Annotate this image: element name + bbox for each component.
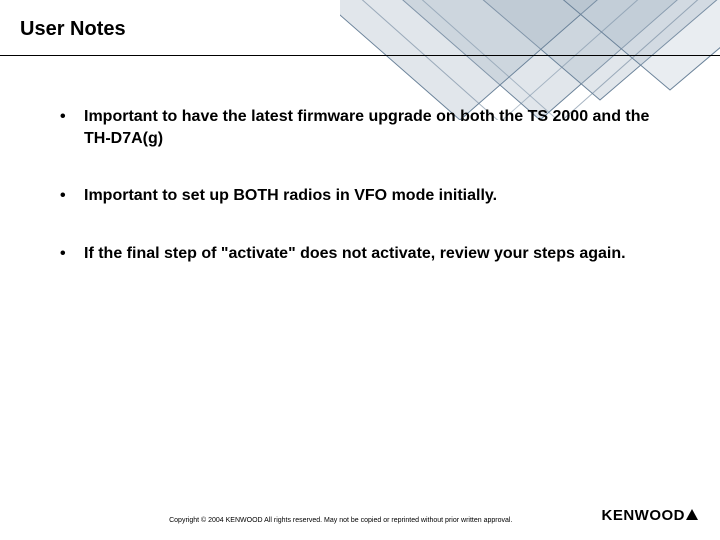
logo-text: KENWOOD (602, 507, 686, 524)
title-bar: User Notes (0, 0, 720, 56)
list-item: Important to have the latest firmware up… (60, 106, 680, 149)
list-item: If the final step of "activate" does not… (60, 243, 680, 265)
page-title: User Notes (20, 18, 720, 41)
footer: Copyright © 2004 KENWOOD All rights rese… (0, 507, 720, 524)
triangle-icon (686, 509, 698, 520)
content-area: Important to have the latest firmware up… (0, 56, 720, 264)
brand-logo: KENWOOD (602, 507, 699, 524)
bullet-list: Important to have the latest firmware up… (60, 106, 680, 264)
list-item: Important to set up BOTH radios in VFO m… (60, 185, 680, 207)
copyright-text: Copyright © 2004 KENWOOD All rights rese… (0, 517, 602, 524)
